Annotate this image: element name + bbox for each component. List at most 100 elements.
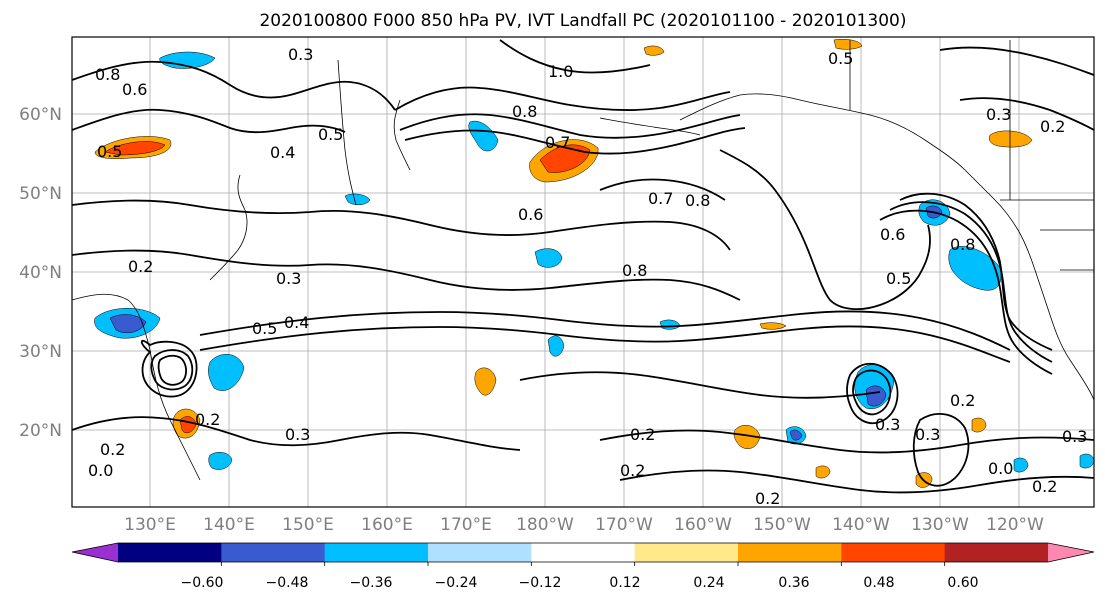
lat-label: 50°N: [19, 184, 62, 204]
contour-label: 0.2: [620, 461, 645, 480]
contour-label: 0.2: [128, 257, 153, 276]
colorbar-tick-labels: −0.60 −0.48 −0.36 −0.24 −0.12 0.12 0.24 …: [181, 575, 979, 591]
shade-patch: [539, 144, 591, 173]
contour-label: 0.8: [512, 102, 537, 121]
graticule: [72, 37, 1094, 507]
contour-label: 0.5: [252, 319, 277, 338]
colorbar-tick-label: −0.60: [181, 575, 224, 591]
colorbar-segment: [531, 543, 636, 562]
contour-label: 0.3: [288, 45, 313, 64]
contour-label: 0.4: [284, 313, 309, 332]
contour-label: 0.2: [100, 440, 125, 459]
contour-label: 0.6: [122, 80, 147, 99]
contour-label: 0.7: [545, 133, 570, 152]
shade-patch: [643, 45, 665, 56]
lon-label: 150°W: [753, 515, 811, 535]
contour-label: 0.3: [285, 425, 310, 444]
colorbar-segment: [428, 543, 532, 562]
contour-label: 0.8: [950, 235, 975, 254]
lon-label: 160°E: [361, 515, 413, 535]
lon-label: 170°W: [595, 515, 653, 535]
contour-label: 0.2: [950, 391, 975, 410]
lat-label: 40°N: [19, 263, 62, 283]
contour-label: 0.3: [276, 269, 301, 288]
colorbar-segment: [118, 543, 222, 562]
shade-patch: [109, 314, 147, 333]
map-title: 2020100800 F000 850 hPa PV, IVT Landfall…: [259, 11, 906, 31]
lon-label: 170°E: [440, 515, 492, 535]
contour-label: 0.3: [915, 425, 940, 444]
lat-label: 20°N: [19, 421, 62, 441]
shade-patch: [789, 429, 803, 441]
colorbar-tick-label: −0.24: [435, 575, 478, 591]
lon-label: 120°W: [986, 515, 1044, 535]
shade-patch: [733, 424, 761, 449]
contour-label: 0.3: [1062, 427, 1087, 446]
contour-label: 0.2: [755, 489, 780, 508]
contour-label: 0.5: [886, 269, 911, 288]
contour-label: 0.2: [1040, 117, 1065, 136]
contour-label: 0.3: [875, 415, 900, 434]
lat-label: 30°N: [19, 342, 62, 362]
shade-patch: [474, 367, 497, 396]
contour-label: 0.6: [518, 205, 543, 224]
colorbar-segment: [324, 543, 429, 562]
contour-label: 0.5: [318, 125, 343, 144]
colorbar-segments: [72, 543, 1094, 562]
contour-label: 0.8: [622, 261, 647, 280]
shaded-patches: [94, 39, 1095, 488]
lat-label: 60°N: [19, 105, 62, 125]
colorbar-tick-label: 0.24: [693, 575, 724, 591]
contour-label: 0.4: [270, 143, 295, 162]
colorbar-tick-label: −0.12: [519, 575, 562, 591]
shade-patch: [468, 120, 499, 152]
shade-patch: [971, 417, 987, 433]
colorbar-extend-low: [72, 543, 118, 562]
contour-label: 0.3: [986, 105, 1011, 124]
contour-label: 0.8: [95, 65, 120, 84]
contour-label: 0.2: [1032, 477, 1057, 496]
shade-patch: [534, 248, 563, 268]
contour-label: 0.7: [648, 189, 673, 208]
lon-label: 140°W: [832, 515, 890, 535]
shade-patch: [815, 465, 831, 479]
shade-patch: [833, 39, 863, 50]
contour-label: 0.0: [88, 461, 113, 480]
colorbar-segment: [634, 543, 739, 562]
contour-label: 0.2: [195, 410, 220, 429]
lon-label: 160°W: [674, 515, 732, 535]
lon-label: 140°E: [203, 515, 255, 535]
contour-labels: 0.8 0.6 0.3 0.5 0.5 0.4 1.0 0.8 0.7 0.5 …: [88, 45, 1087, 508]
colorbar-tick-label: −0.48: [266, 575, 309, 591]
shade-patch: [208, 452, 233, 470]
shade-patch: [948, 246, 1002, 291]
contour-label: 0.5: [97, 142, 122, 161]
colorbar-segment: [944, 543, 1049, 562]
colorbar-tick-label: 0.36: [778, 575, 809, 591]
colorbar-tick-label: 0.60: [947, 575, 978, 591]
shade-patch: [865, 385, 887, 407]
colorbar-segment: [841, 543, 946, 562]
coastlines: [71, 40, 1095, 481]
lon-label: 130°E: [124, 515, 176, 535]
colorbar-ticks: [220, 562, 946, 566]
map-border: [71, 36, 1095, 508]
latitude-labels: 60°N 50°N 40°N 30°N 20°N: [19, 105, 62, 441]
colorbar-tick-label: 0.12: [609, 575, 640, 591]
colorbar-outline: [71, 542, 1095, 563]
lon-label: 150°E: [282, 515, 334, 535]
colorbar-tick-label: 0.48: [863, 575, 894, 591]
colorbar-segment: [738, 543, 842, 562]
lon-label: 180°W: [516, 515, 574, 535]
colorbar: −0.60 −0.48 −0.36 −0.24 −0.12 0.12 0.24 …: [71, 542, 1095, 591]
contour-label: 1.0: [548, 62, 573, 81]
longitude-labels: 130°E 140°E 150°E 160°E 170°E 180°W 170°…: [124, 515, 1044, 535]
contour-label: 0.6: [880, 225, 905, 244]
shade-patch: [547, 335, 565, 357]
shade-patch: [759, 322, 787, 330]
colorbar-extend-high: [1048, 543, 1094, 562]
contour-label: 0.8: [685, 191, 710, 210]
pv-contours: [71, 39, 1095, 494]
shade-patch: [208, 354, 245, 391]
